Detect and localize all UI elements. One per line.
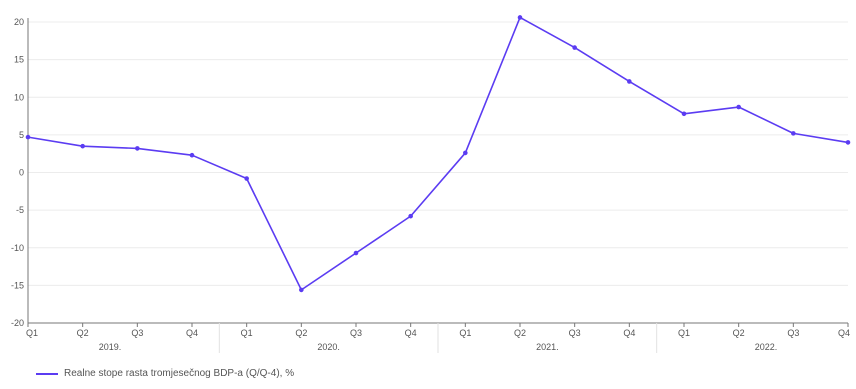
x-tick-label: Q1 [26, 328, 38, 338]
data-point[interactable] [845, 140, 851, 145]
y-tick-label: 15 [14, 55, 24, 65]
y-tick-label: 5 [19, 130, 24, 140]
legend-swatch [36, 372, 58, 375]
x-tick-label: Q4 [838, 328, 850, 338]
x-tick-label: Q3 [131, 328, 143, 338]
legend[interactable]: Realne stope rasta tromjesečnog BDP-a (Q… [36, 368, 294, 379]
data-point[interactable] [736, 104, 741, 110]
data-point[interactable] [681, 111, 687, 117]
x-tick-label: Q3 [569, 328, 581, 338]
y-axis-ticks: 20 15 10 5 0 -5 -10 -15 -20 [11, 17, 24, 328]
x-tick-label: Q4 [405, 328, 417, 338]
x-tick-label: Q3 [787, 328, 799, 338]
data-point[interactable] [244, 176, 249, 181]
y-tick-label: 20 [14, 17, 24, 27]
x-tick-label: Q2 [77, 328, 89, 338]
x-tick-label: Q4 [623, 328, 635, 338]
data-point[interactable] [517, 15, 523, 20]
x-year-label: 2022. [755, 342, 778, 352]
y-tick-label: -20 [11, 318, 24, 328]
x-tick-label: Q2 [295, 328, 307, 338]
legend-label: Realne stope rasta tromjesečnog BDP-a (Q… [64, 368, 295, 379]
data-point[interactable] [189, 152, 195, 158]
x-year-label: 2021. [536, 342, 559, 352]
data-point[interactable] [463, 150, 468, 156]
data-point[interactable] [572, 45, 577, 50]
data-point[interactable] [25, 134, 31, 140]
y-tick-label: -15 [11, 280, 24, 290]
y-tick-label: 10 [14, 92, 24, 102]
x-tick-label: Q4 [186, 328, 198, 338]
x-year-label: 2020. [317, 342, 340, 352]
y-tick-label: -10 [11, 243, 24, 253]
series-layer [25, 15, 851, 293]
gridlines [28, 21, 848, 286]
data-point[interactable] [791, 131, 796, 136]
y-tick-label: 0 [19, 168, 24, 178]
x-axis-ticks: Q1 Q2 Q3 Q4 Q1 Q2 Q3 Q4 Q1 Q2 Q3 Q4 Q1 Q2 Q3 Q4 [26, 323, 850, 338]
x-year-label: 2019. [99, 342, 122, 352]
x-tick-label: Q2 [733, 328, 745, 338]
x-tick-label: Q1 [241, 328, 253, 338]
data-point[interactable] [80, 143, 85, 149]
x-axis-year-labels: 2019. 2020. 2021. 2022. [99, 323, 778, 353]
data-point[interactable] [408, 213, 413, 219]
series-line [27, 16, 849, 291]
x-tick-label: Q1 [678, 328, 690, 338]
x-tick-label: Q3 [350, 328, 362, 338]
data-point[interactable] [353, 250, 359, 256]
y-tick-label: -5 [16, 205, 24, 215]
data-point[interactable] [627, 79, 632, 84]
x-tick-label: Q2 [514, 328, 526, 338]
axes [27, 18, 848, 324]
data-point[interactable] [135, 146, 140, 151]
data-point[interactable] [299, 287, 304, 293]
x-tick-label: Q1 [459, 328, 471, 338]
